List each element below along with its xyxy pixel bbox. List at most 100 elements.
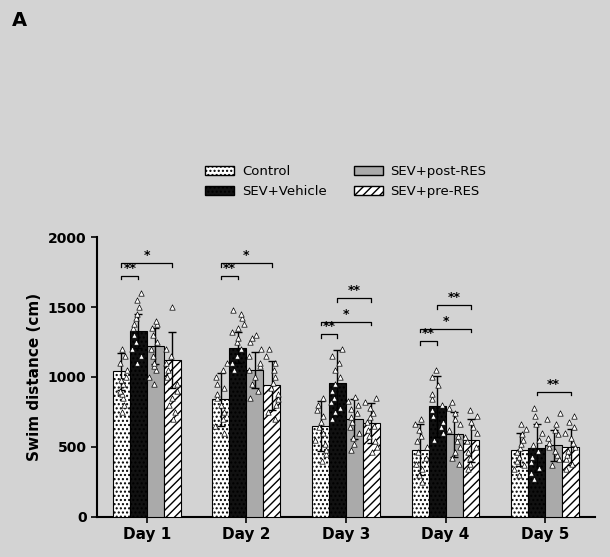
Point [544, 442, 554, 451]
Point [555, 409, 565, 418]
Point [451, 414, 461, 423]
Point [239, 320, 248, 329]
Point [256, 361, 265, 370]
Point [270, 359, 279, 368]
Point [267, 384, 276, 393]
Point [314, 423, 324, 432]
Point [460, 433, 470, 442]
Point [233, 334, 243, 343]
Point [129, 320, 139, 329]
Bar [545, 446, 562, 516]
Point [152, 338, 162, 346]
Point [270, 414, 280, 423]
Point [452, 437, 462, 446]
Point [232, 351, 242, 360]
Point [212, 393, 222, 402]
Bar [462, 441, 479, 516]
Point [151, 365, 160, 374]
Point [335, 373, 345, 382]
Point [543, 434, 553, 443]
Point [521, 424, 531, 433]
Point [354, 428, 364, 437]
Point [232, 338, 242, 346]
Point [417, 465, 427, 473]
Point [360, 398, 370, 407]
Point [346, 413, 356, 422]
Point [167, 393, 177, 402]
Point [127, 345, 137, 354]
Point [273, 389, 282, 398]
Point [132, 296, 142, 305]
Point [569, 423, 578, 432]
Point [227, 359, 237, 368]
Point [447, 398, 457, 407]
Point [365, 403, 375, 412]
Point [116, 375, 126, 384]
Point [411, 459, 421, 468]
Point [551, 420, 561, 429]
Point [527, 452, 537, 461]
Point [453, 431, 463, 440]
Point [437, 400, 447, 409]
Point [146, 345, 156, 354]
Point [336, 403, 345, 412]
Point [245, 393, 255, 402]
Point [448, 453, 458, 462]
Point [348, 417, 357, 426]
Point [115, 359, 124, 368]
Text: *: * [343, 307, 349, 321]
Point [515, 444, 525, 453]
Point [318, 428, 328, 437]
Point [431, 365, 440, 374]
Bar [346, 419, 363, 516]
Point [132, 359, 142, 368]
Point [218, 365, 228, 374]
Point [326, 398, 336, 407]
Point [346, 404, 356, 413]
Point [368, 409, 378, 418]
Point [472, 412, 482, 421]
Point [466, 417, 476, 426]
Point [537, 428, 547, 437]
Point [534, 436, 544, 444]
Point [117, 345, 127, 354]
Point [330, 379, 340, 388]
Point [348, 434, 358, 443]
Point [526, 458, 536, 467]
Point [543, 414, 553, 423]
Point [247, 379, 257, 388]
Point [149, 379, 159, 388]
Bar [246, 370, 264, 516]
Point [120, 351, 130, 360]
Point [529, 403, 539, 412]
Point [330, 407, 340, 416]
Text: **: ** [223, 262, 236, 275]
Point [233, 324, 243, 333]
Bar [163, 360, 181, 516]
Point [529, 412, 539, 421]
Point [149, 359, 159, 368]
Bar [147, 346, 163, 516]
Point [416, 414, 426, 423]
Bar [511, 449, 528, 516]
Point [570, 442, 580, 451]
Point [148, 324, 157, 333]
Point [118, 393, 127, 402]
Point [346, 445, 356, 454]
Point [321, 445, 331, 454]
Point [244, 351, 254, 360]
Point [317, 456, 326, 465]
Point [450, 409, 460, 418]
Point [327, 351, 337, 360]
Point [345, 423, 355, 432]
Point [136, 351, 146, 360]
Point [367, 448, 376, 457]
Point [414, 470, 423, 479]
Point [131, 338, 140, 346]
Point [512, 448, 522, 457]
Point [268, 365, 278, 374]
Point [329, 393, 339, 402]
Point [270, 373, 280, 382]
Text: *: * [243, 249, 249, 262]
Point [465, 406, 475, 415]
